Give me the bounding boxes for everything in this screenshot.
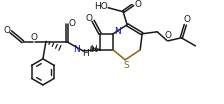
Text: O: O xyxy=(184,15,191,24)
Text: HO: HO xyxy=(94,2,108,11)
Text: O: O xyxy=(30,33,37,42)
Text: O: O xyxy=(3,26,10,35)
Text: S: S xyxy=(123,61,129,70)
Text: O: O xyxy=(135,0,142,9)
Text: O: O xyxy=(86,14,93,23)
Text: N: N xyxy=(114,27,121,36)
Text: O: O xyxy=(69,19,75,28)
Text: N: N xyxy=(73,45,80,54)
Text: O: O xyxy=(165,31,172,40)
Text: H: H xyxy=(90,45,96,54)
Text: H: H xyxy=(82,49,88,58)
